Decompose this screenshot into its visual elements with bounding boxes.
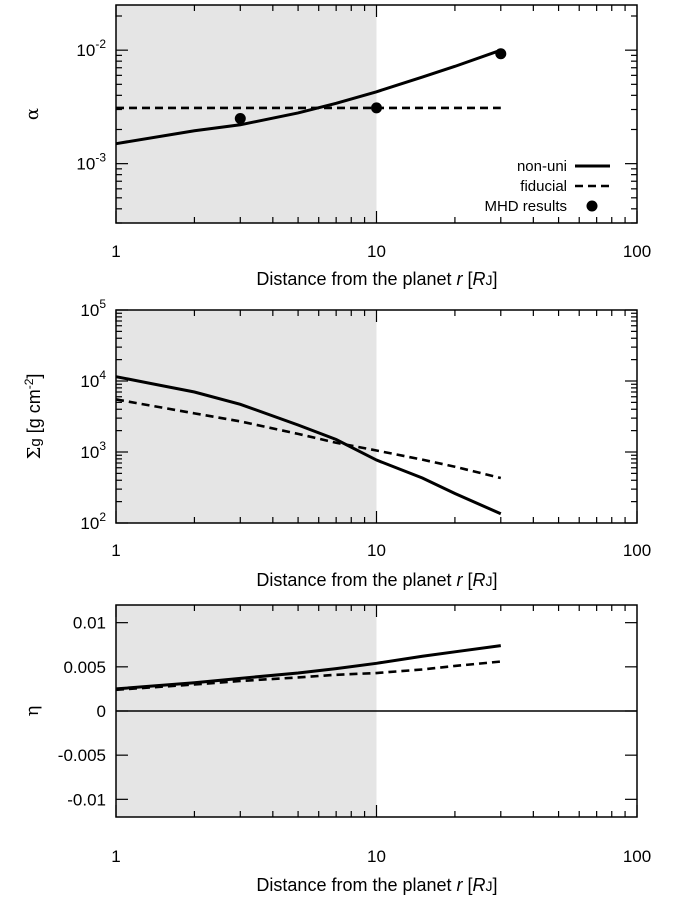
x-tick-label: 100 [623,847,651,866]
y-tick-label: 0.005 [63,658,106,677]
y-tick-label: -0.005 [58,746,106,765]
x-axis-label: Distance from the planet r [RJ] [256,269,497,289]
plot-frame [115,309,638,524]
legend: non-uni fiducial MHD results [484,158,610,215]
x-tick-label: 10 [367,541,386,560]
y-axis-label: η [22,706,43,717]
x-tick-label: 1 [111,541,120,560]
y-tick-label: 103 [80,439,106,462]
data-point [234,112,246,124]
legend-label: non-uni [517,158,567,175]
series-line-fiducial [115,398,502,480]
legend-label: fiducial [520,178,567,195]
panel-sigma: 1 10 100 102 103 104 105 Distance from the plan… [22,297,651,590]
x-tick-label: 10 [367,242,386,261]
x-tick-label: 100 [623,541,651,560]
series-line-non-uni [115,48,502,146]
y-axis-label: α [22,108,43,120]
plot-frame [115,4,638,224]
y-tick-label: 104 [80,368,106,391]
legend-swatch-point [586,200,598,212]
plot-frame [115,604,638,818]
data-point [371,102,382,114]
panel-alpha: 1 10 100 10-3 10-2 Distance from the planet r… [22,4,651,289]
y-tick-label: 0 [97,702,106,721]
shaded-region [116,5,377,223]
y-tick-label: 105 [80,297,106,320]
x-tick-label: 1 [111,847,120,866]
y-tick-label: 10-3 [76,151,106,174]
y-tick-label: 0.01 [73,614,106,633]
y-tick-label: 102 [80,510,106,533]
x-tick-label: 1 [111,242,120,261]
legend-label: MHD results [484,198,567,215]
shaded-region [116,310,377,523]
series-line-non-uni [115,375,502,516]
series-line-fiducial [115,660,501,692]
panel-eta: 1 10 100 0.01 0.005 0 -0.005 -0.01 Distance from… [22,604,651,895]
data-point [495,48,507,60]
x-axis-label: Distance from the planet r [RJ] [256,875,497,895]
y-tick-label: -0.01 [67,790,106,809]
series-line-non-uni [115,644,501,691]
y-axis-label: Σg [g cm-2] [22,374,45,460]
x-axis-label: Distance from the planet r [RJ] [256,570,497,590]
x-tick-label: 10 [367,847,386,866]
x-tick-label: 100 [623,242,651,261]
y-tick-label: 10-2 [76,37,106,60]
